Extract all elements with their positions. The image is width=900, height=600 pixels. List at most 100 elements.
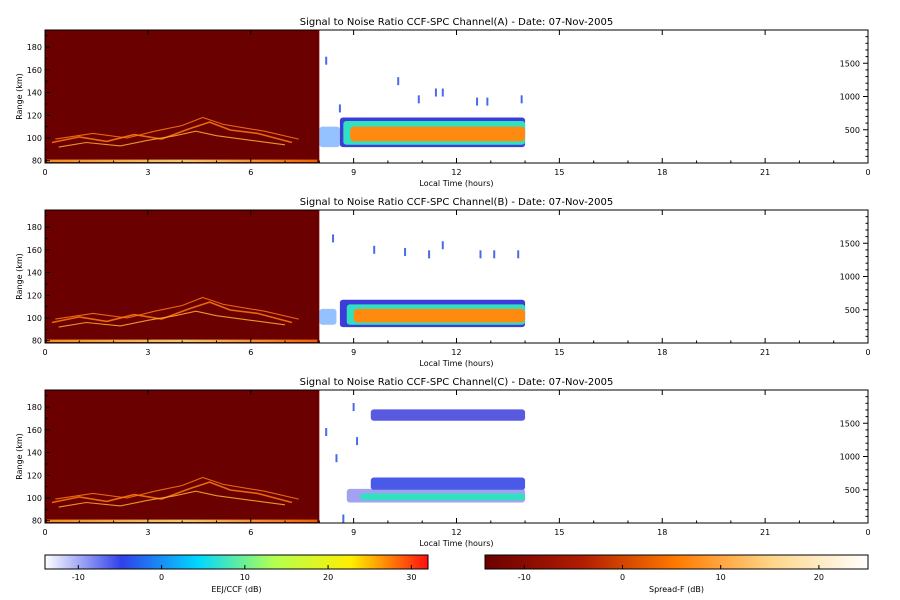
- colorbar-tick-label: 0: [620, 573, 625, 582]
- spread-f-echo-streak: [55, 296, 299, 320]
- colorbar-tick-label: 30: [406, 573, 416, 582]
- right-tick-label: 1500: [840, 419, 860, 428]
- panel-1: Signal to Noise Ratio CCF-SPC Channel(B)…: [15, 197, 871, 368]
- sparse-echo: [479, 250, 482, 259]
- y-tick-label: 180: [27, 43, 42, 52]
- sparse-echo: [342, 514, 345, 523]
- y-tick-label: 100: [27, 134, 42, 143]
- y-axis-label: Range (km): [15, 253, 24, 300]
- panel-2: Signal to Noise Ratio CCF-SPC Channel(C)…: [15, 377, 871, 548]
- colorbar-1: -10 0 10 20 Spread-F (dB): [484, 554, 869, 594]
- y-tick-label: 140: [27, 449, 42, 458]
- colorbar-tick-label: 20: [323, 573, 333, 582]
- x-tick-label: 18: [657, 168, 667, 177]
- right-tick-label: 1000: [840, 93, 860, 102]
- colorbar-0: -10 0 10 20 30 EEJ/CCF (dB): [44, 554, 429, 594]
- x-tick-label: 6: [248, 168, 253, 177]
- sparse-echo: [434, 88, 437, 97]
- sparse-echo: [352, 403, 355, 412]
- right-tick-label: 1000: [840, 273, 860, 282]
- panel-title: Signal to Noise Ratio CCF-SPC Channel(C)…: [300, 377, 614, 388]
- colorbar-tick-label: -10: [518, 573, 531, 582]
- sparse-echo: [476, 97, 479, 106]
- spread-f-echo-streak: [55, 116, 299, 140]
- x-axis-label: Local Time (hours): [419, 179, 493, 188]
- x-tick-label: 6: [248, 348, 253, 357]
- sparse-echo: [332, 234, 335, 243]
- colorbar-tick-label: 0: [159, 573, 164, 582]
- panel-0: Signal to Noise Ratio CCF-SPC Channel(A)…: [15, 17, 871, 188]
- spread-f-echo-streak: [51, 121, 293, 144]
- x-tick-label: 12: [451, 348, 461, 357]
- y-tick-label: 140: [27, 269, 42, 278]
- x-axis-label: Local Time (hours): [419, 539, 493, 548]
- sparse-echo: [417, 95, 420, 104]
- x-tick-label: 21: [760, 528, 770, 537]
- colorbar-bar: [484, 554, 869, 570]
- right-tick-label: 500: [845, 126, 860, 135]
- sparse-echo: [356, 437, 359, 446]
- sparse-echo: [397, 77, 400, 86]
- y-tick-label: 160: [27, 246, 42, 255]
- eej-echo-weak: [319, 308, 337, 325]
- y-tick-label: 80: [32, 337, 42, 346]
- spread-f-block: [45, 210, 320, 343]
- x-tick-label: 15: [554, 528, 564, 537]
- sparse-echo: [441, 241, 444, 250]
- x-tick-label: 0: [865, 348, 870, 357]
- sparse-echo: [486, 97, 489, 106]
- colorbar-bar: [44, 554, 429, 570]
- x-tick-label: 0: [42, 168, 47, 177]
- y-axis-label: Range (km): [15, 433, 24, 480]
- spread-f-echo-streak: [58, 130, 286, 148]
- eej-echo-mid: [360, 493, 526, 501]
- x-tick-label: 12: [451, 528, 461, 537]
- x-tick-label: 9: [351, 528, 356, 537]
- x-tick-label: 15: [554, 168, 564, 177]
- x-tick-label: 15: [554, 348, 564, 357]
- panel-title: Signal to Noise Ratio CCF-SPC Channel(A)…: [300, 17, 614, 28]
- x-tick-label: 12: [451, 168, 461, 177]
- colorbar-label: EEJ/CCF (dB): [211, 585, 261, 594]
- y-tick-label: 120: [27, 291, 42, 300]
- x-tick-label: 18: [657, 348, 667, 357]
- eej-echo-weak: [319, 126, 340, 148]
- sparse-echo: [338, 104, 341, 113]
- spread-f-echo-streak: [58, 490, 286, 508]
- x-tick-label: 18: [657, 528, 667, 537]
- x-tick-label: 3: [145, 168, 150, 177]
- eej-echo-lower-band: [370, 477, 526, 491]
- eej-echo-core: [350, 126, 526, 142]
- sparse-echo: [325, 56, 328, 65]
- sparse-echo: [428, 250, 431, 259]
- spread-f-block: [45, 30, 320, 163]
- colorbar-tick-label: 20: [814, 573, 824, 582]
- sparse-echo: [404, 248, 407, 257]
- y-tick-label: 100: [27, 314, 42, 323]
- right-tick-label: 1000: [840, 453, 860, 462]
- x-tick-label: 21: [760, 348, 770, 357]
- y-tick-label: 100: [27, 494, 42, 503]
- sparse-echo: [335, 454, 338, 463]
- x-tick-label: 6: [248, 528, 253, 537]
- spread-f-echo-streak: [51, 301, 293, 324]
- colorbar-tick-label: -10: [72, 573, 85, 582]
- spread-f-block: [45, 390, 320, 523]
- x-tick-label: 0: [42, 528, 47, 537]
- sparse-echo: [373, 245, 376, 254]
- right-tick-label: 1500: [840, 59, 860, 68]
- y-tick-label: 180: [27, 223, 42, 232]
- x-tick-label: 3: [145, 348, 150, 357]
- panel-title: Signal to Noise Ratio CCF-SPC Channel(B)…: [300, 197, 614, 208]
- sparse-echo: [517, 250, 520, 259]
- sparse-echo: [493, 250, 496, 259]
- spread-f-echo-streak: [58, 310, 286, 328]
- spread-f-echo-streak: [51, 481, 293, 504]
- eej-echo-upper-band: [370, 409, 526, 421]
- x-tick-label: 21: [760, 168, 770, 177]
- sparse-echo: [520, 95, 523, 104]
- x-tick-label: 3: [145, 528, 150, 537]
- right-tick-label: 500: [845, 486, 860, 495]
- x-axis-label: Local Time (hours): [419, 359, 493, 368]
